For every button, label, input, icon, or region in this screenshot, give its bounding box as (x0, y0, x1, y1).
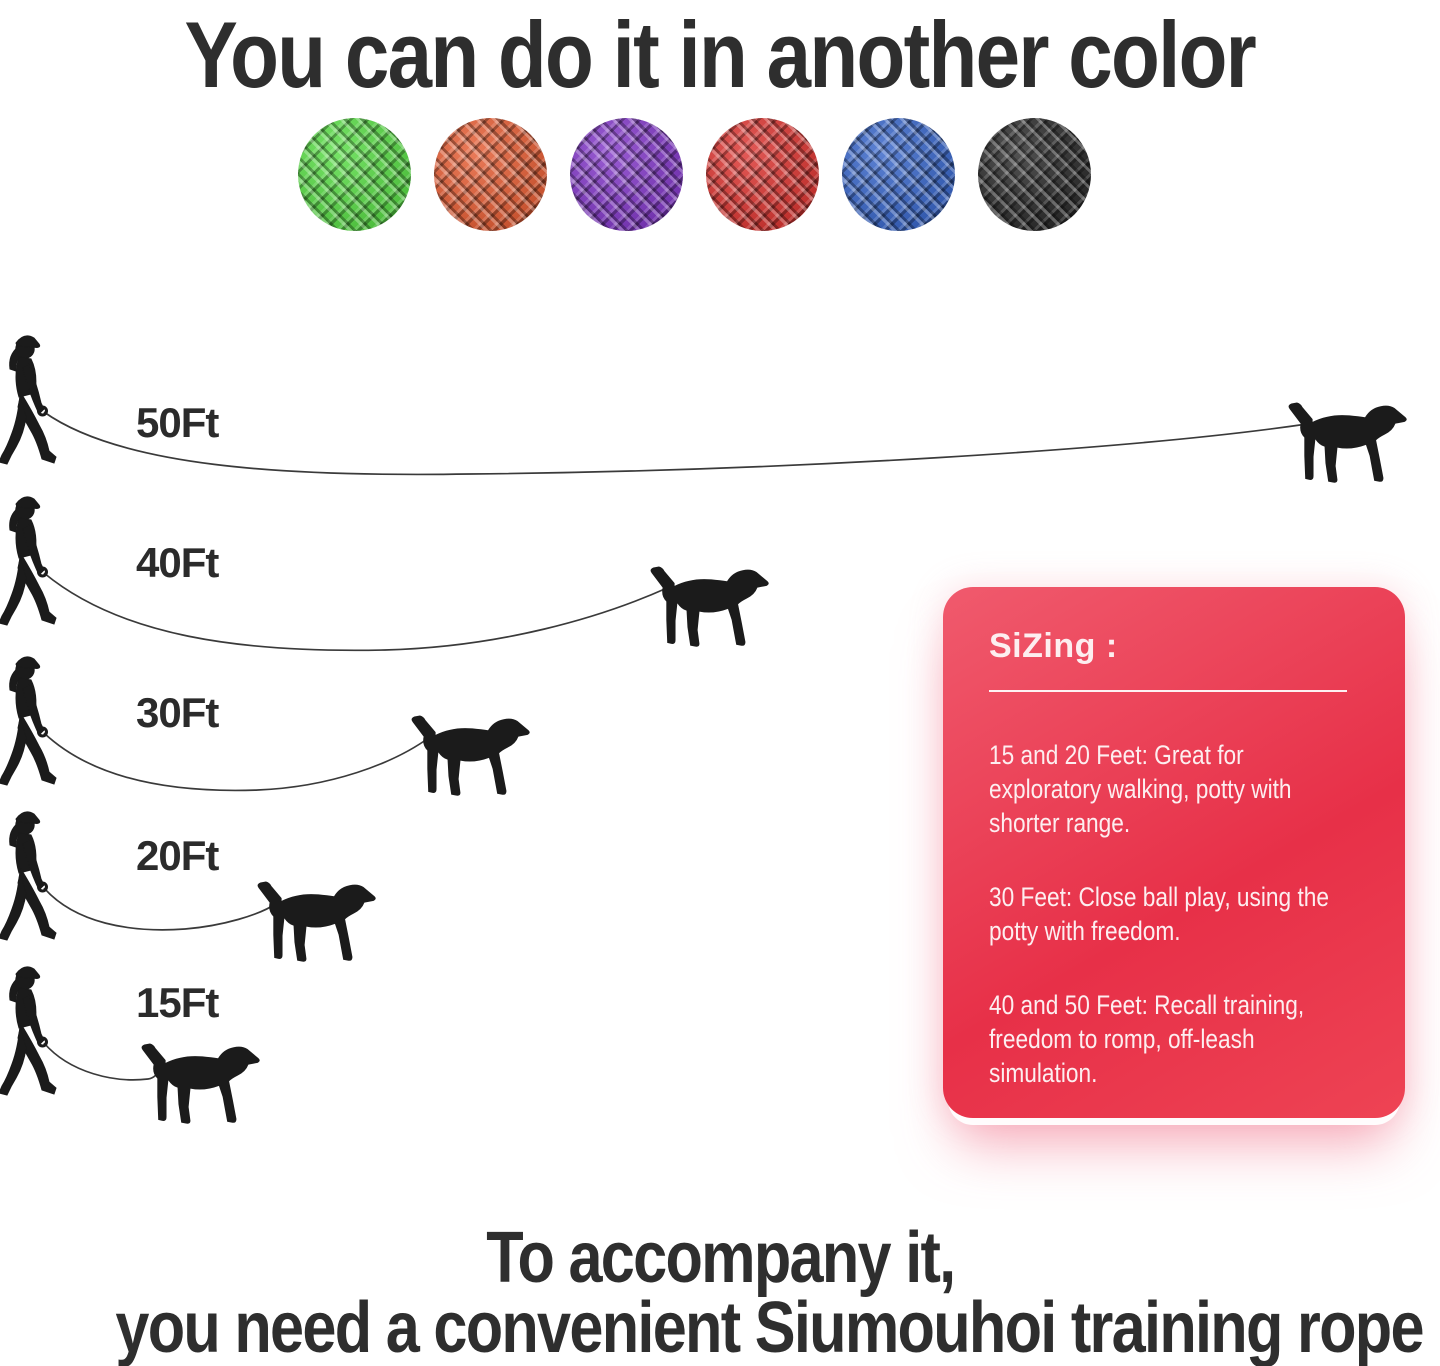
dog-silhouette (257, 881, 376, 962)
color-swatch-red (706, 118, 819, 231)
sizing-card: SiZing : 15 and 20 Feet: Great for explo… (943, 587, 1405, 1118)
leash-row-15ft: 15Ft (0, 965, 260, 1124)
dog-silhouette (650, 566, 769, 647)
sizing-item-30ft: 30 Feet: Close ball play, using the pott… (989, 882, 1329, 947)
sizing-card-divider (989, 690, 1347, 692)
sizing-item-40-50ft: 40 and 50 Feet: Recall training, freedom… (989, 990, 1305, 1089)
leash-length-label: 20Ft (136, 832, 219, 879)
footer-headline-line2: you need a convenient Siumouhoi training… (115, 1288, 1424, 1366)
dog-silhouette (411, 715, 530, 796)
color-swatch-green (298, 118, 411, 231)
dog-silhouette (1288, 402, 1407, 483)
color-swatch-orange (434, 118, 547, 231)
leash-length-label: 15Ft (136, 979, 219, 1026)
leash-line (43, 732, 431, 792)
color-swatch-blue (842, 118, 955, 231)
leash-line (43, 572, 668, 652)
page-title: You can do it in another color (184, 2, 1257, 107)
color-swatch-black (978, 118, 1091, 231)
leash-row-20ft: 20Ft (0, 810, 376, 962)
color-swatch-row (298, 118, 1091, 231)
person-silhouette (0, 495, 58, 627)
leash-line (43, 411, 1308, 476)
dog-silhouette (141, 1043, 260, 1124)
person-silhouette (0, 334, 58, 466)
person-silhouette (0, 965, 58, 1097)
color-swatch-purple (570, 118, 683, 231)
leash-length-label: 40Ft (136, 539, 219, 586)
sizing-card-heading: SiZing : (989, 627, 1118, 665)
leash-row-50ft: 50Ft (0, 334, 1407, 483)
person-silhouette (0, 810, 58, 942)
leash-row-40ft: 40Ft (0, 495, 769, 652)
person-silhouette (0, 655, 58, 787)
leash-length-label: 30Ft (136, 689, 219, 736)
leash-line (43, 887, 278, 931)
sizing-item-15-20ft: 15 and 20 Feet: Great for exploratory wa… (989, 740, 1292, 839)
leash-row-30ft: 30Ft (0, 655, 530, 796)
footer-headline-line1: To accompany it, (485, 1218, 956, 1298)
leash-length-label: 50Ft (136, 399, 219, 446)
